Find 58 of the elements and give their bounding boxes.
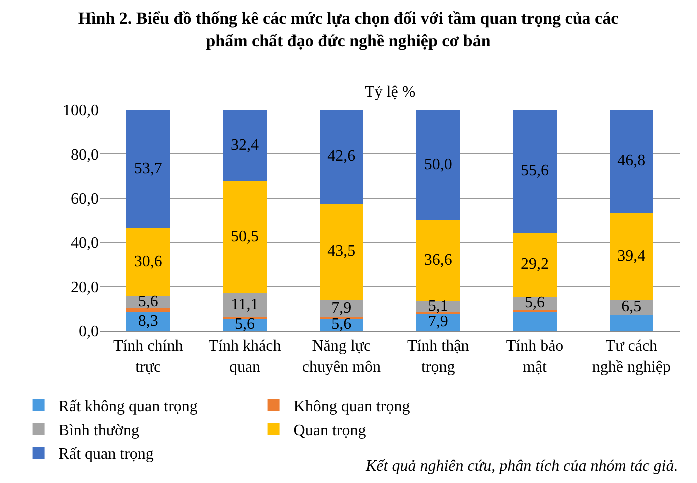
data-label: 5,1	[428, 298, 448, 316]
data-label: 50,5	[231, 228, 259, 246]
data-label: 5,6	[235, 316, 255, 333]
data-label: 7,9	[428, 313, 448, 330]
bar	[610, 213, 654, 300]
bar	[513, 232, 557, 298]
data-label: 46,8	[618, 152, 646, 170]
data-label: 36,6	[424, 252, 452, 269]
data-label: 6,5	[622, 298, 642, 316]
bar	[513, 110, 557, 233]
bar	[320, 204, 364, 300]
bar	[416, 110, 460, 220]
y-tick-label: 0,0	[79, 324, 99, 341]
data-label: 55,6	[521, 162, 549, 180]
legend-label: Quan trọng	[294, 422, 366, 440]
legend-label: Không quan trọng	[294, 398, 410, 416]
x-tick-label: Tính thận trọng	[407, 338, 470, 376]
chart-title: Hình 2. Biểu đồ thống kê các mức lựa chọn đối với tầm quan trọng của các phẩm chất đạo đức nghề nghiệp cơ bản	[78, 9, 620, 50]
y-tick-label: 40,0	[71, 235, 99, 252]
x-tick-label: Tính khách quan	[208, 338, 282, 376]
data-label: 29,2	[521, 256, 549, 274]
bar	[610, 314, 654, 331]
data-label: 42,6	[328, 148, 356, 166]
data-label: 43,5	[328, 243, 356, 260]
chart-subtitle: Tỷ lệ %	[365, 84, 416, 101]
bar	[223, 293, 267, 318]
y-tick-label: 80,0	[71, 146, 99, 164]
data-label: 53,7	[134, 160, 162, 178]
bar	[513, 312, 557, 331]
y-tick-label: 60,0	[71, 191, 99, 208]
data-label: 8,3	[138, 312, 158, 330]
bar	[126, 308, 170, 313]
data-label: 11,1	[231, 296, 259, 314]
x-tick-label: Tính chính trực	[113, 338, 184, 376]
data-label: 30,6	[134, 253, 162, 270]
data-label: 7,9	[332, 300, 352, 318]
x-tick-label: Năng lực chuyên môn	[302, 338, 381, 376]
data-label: 5,6	[332, 316, 352, 333]
bar	[126, 110, 170, 229]
bar	[320, 110, 364, 204]
data-label: 5,6	[138, 293, 158, 310]
data-label: 32,4	[231, 136, 259, 154]
text: Kết quả nghiên cứu, phân tích của nhóm tác giả.	[365, 458, 678, 475]
bar	[223, 182, 267, 294]
legend-label: Rất không quan trọng	[58, 398, 198, 416]
bar	[223, 110, 267, 182]
bar	[416, 220, 460, 302]
y-tick-label: 20,0	[71, 279, 99, 296]
legend-label: Rất quan trọng	[58, 446, 154, 464]
legend-label: Bình thường	[58, 422, 140, 440]
bar	[610, 110, 654, 214]
x-tick-label: Tư cách nghề nghiệp	[592, 338, 671, 376]
data-label: 5,6	[525, 294, 545, 312]
y-tick-label: 100,0	[63, 102, 99, 120]
data-label: 39,4	[618, 248, 646, 265]
x-tick-label: Tính bảo mật	[506, 338, 564, 376]
bar	[126, 228, 170, 296]
data-label: 50,0	[424, 156, 452, 174]
